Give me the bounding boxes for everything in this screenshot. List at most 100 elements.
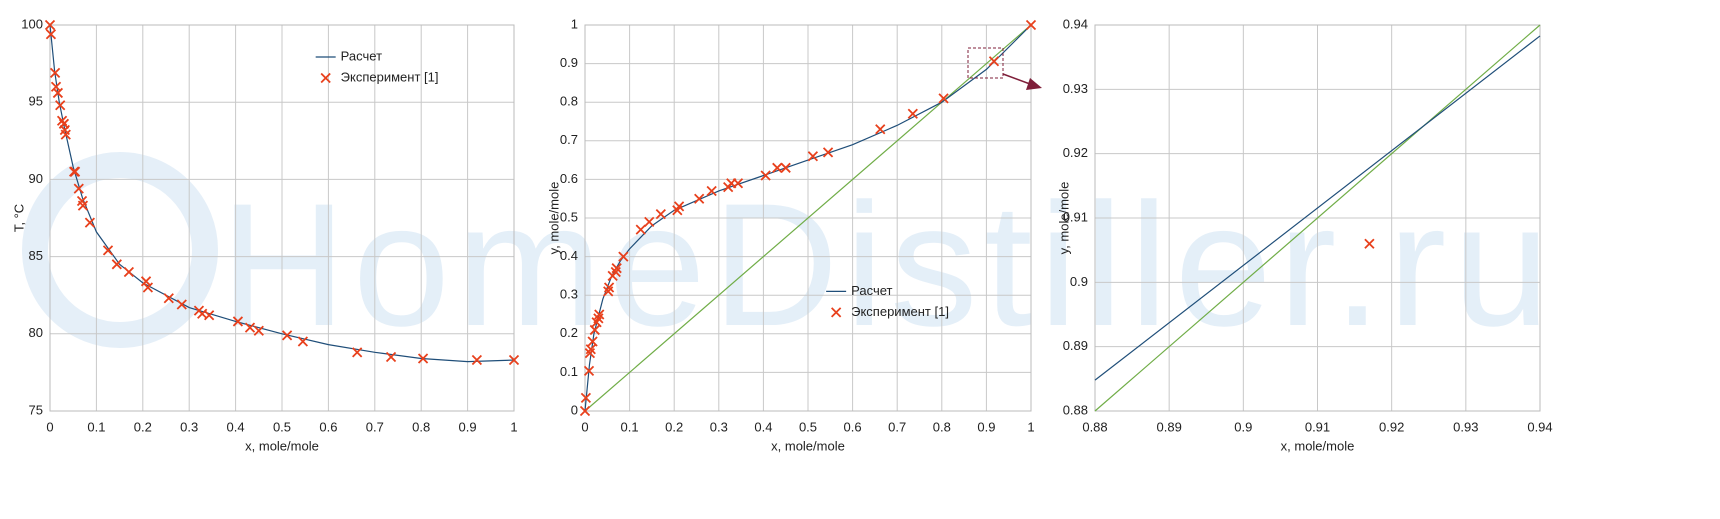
data-point xyxy=(760,170,771,181)
y-tick-label: 0.6 xyxy=(560,171,578,186)
data-point xyxy=(644,216,655,227)
x-tick-label: 0.9 xyxy=(1234,419,1252,434)
data-point xyxy=(352,347,363,358)
x-tick-label: 0.7 xyxy=(366,419,384,434)
data-point xyxy=(907,108,918,119)
data-line xyxy=(1094,35,1541,381)
x-tick-label: 1 xyxy=(510,419,517,434)
data-point xyxy=(44,19,56,31)
data-point xyxy=(1364,238,1375,249)
y-tick-label: 0 xyxy=(571,402,578,417)
data-point xyxy=(52,87,64,99)
data-point xyxy=(385,351,397,363)
x-tick-label: 0 xyxy=(581,419,588,434)
x-tick-label: 0.3 xyxy=(710,419,728,434)
data-point xyxy=(772,162,783,173)
x-tick-label: 0.93 xyxy=(1453,419,1478,434)
y-tick-label: 0.94 xyxy=(1063,16,1088,31)
data-point xyxy=(281,330,293,341)
data-point xyxy=(618,251,629,262)
data-point xyxy=(585,344,596,355)
data-point xyxy=(176,299,187,310)
x-tick-label: 0.4 xyxy=(227,419,245,434)
data-point xyxy=(253,325,264,336)
x-tick-label: 0.4 xyxy=(754,419,772,434)
y-tick-label: 95 xyxy=(29,94,43,109)
y-tick-label: 100 xyxy=(21,16,43,31)
x-tick-label: 0.5 xyxy=(273,419,291,434)
data-point xyxy=(297,336,309,347)
data-point xyxy=(55,100,66,111)
y-axis-label: y, mole/mole xyxy=(1056,182,1071,255)
data-point xyxy=(244,322,256,333)
legend-label: Эксперимент [1] xyxy=(341,69,439,84)
y-tick-label: 0.1 xyxy=(560,364,578,379)
y-tick-label: 90 xyxy=(29,171,43,186)
data-point xyxy=(732,178,744,189)
data-point xyxy=(60,129,71,140)
x-tick-label: 0.1 xyxy=(87,419,105,434)
y-tick-label: 0.3 xyxy=(560,287,578,302)
data-point xyxy=(73,183,84,194)
y-tick-label: 75 xyxy=(29,402,43,417)
data-line xyxy=(49,24,515,363)
legend-swatch xyxy=(320,72,331,84)
chart: 75 80 85 90 95 100 0 0.1 0.2 0.3 0.4 0.5 0.6 0.7 0.8 0.… xyxy=(11,16,520,453)
data-point xyxy=(163,293,174,304)
zoom-arrow xyxy=(1002,73,1031,85)
x-tick-label: 1 xyxy=(1027,419,1034,434)
data-point xyxy=(587,336,598,347)
data-point xyxy=(655,209,666,220)
legend-label: Расчет xyxy=(341,48,382,63)
data-point xyxy=(603,282,615,293)
y-axis-label: T, °C xyxy=(11,204,26,232)
data-point xyxy=(140,276,152,287)
plot-frame xyxy=(584,24,1032,412)
data-point xyxy=(988,56,1000,67)
y-axis-label: y, mole/mole xyxy=(546,182,561,255)
legend-label: Расчет xyxy=(851,283,892,298)
y-tick-label: 0.5 xyxy=(560,209,578,224)
x-tick-label: 0.9 xyxy=(977,419,995,434)
data-point xyxy=(45,29,57,40)
x-tick-label: 0.92 xyxy=(1379,419,1404,434)
x-tick-label: 0.3 xyxy=(180,419,198,434)
data-point xyxy=(77,200,89,211)
x-tick-label: 0.6 xyxy=(844,419,862,434)
x-tick-label: 0.1 xyxy=(621,419,639,434)
x-tick-label: 0.88 xyxy=(1082,419,1107,434)
data-point xyxy=(875,124,886,135)
x-axis-label: x, mole/mole xyxy=(245,438,319,453)
x-tick-label: 0.89 xyxy=(1157,419,1182,434)
y-tick-label: 0.7 xyxy=(560,132,578,147)
y-tick-label: 0.89 xyxy=(1063,338,1088,353)
data-point xyxy=(84,217,96,228)
x-tick-label: 0.2 xyxy=(665,419,683,434)
y-tick-label: 0.2 xyxy=(560,325,578,340)
data-point xyxy=(102,245,114,256)
data-point xyxy=(111,259,122,270)
data-point xyxy=(580,392,592,404)
data-point xyxy=(583,365,595,376)
data-point xyxy=(673,201,685,212)
plot-frame xyxy=(49,24,515,412)
data-point xyxy=(471,354,483,366)
data-point xyxy=(50,81,62,92)
x-tick-label: 0.2 xyxy=(134,419,152,434)
data-point xyxy=(49,67,61,79)
legend-label: Эксперимент [1] xyxy=(851,304,949,319)
legend-swatch xyxy=(831,307,842,318)
zoom-box xyxy=(967,47,1004,79)
watermark-logo xyxy=(22,152,218,348)
data-point xyxy=(232,316,244,327)
data-point xyxy=(706,185,717,197)
plot-frame xyxy=(1094,24,1541,412)
x-tick-label: 0.5 xyxy=(799,419,817,434)
data-point xyxy=(822,147,834,158)
x-tick-label: 0.8 xyxy=(933,419,951,434)
x-tick-label: 0 xyxy=(46,419,53,434)
x-tick-label: 0.8 xyxy=(412,419,430,434)
y-tick-label: 1 xyxy=(571,16,578,31)
